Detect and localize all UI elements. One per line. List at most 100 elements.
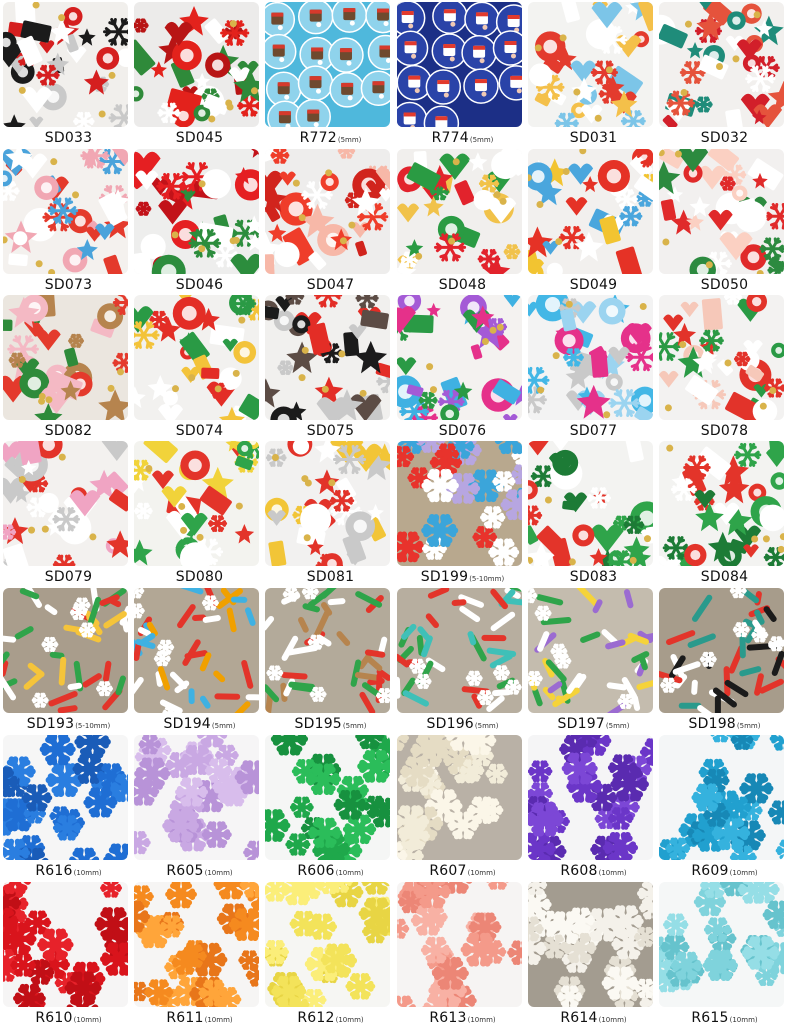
product-card[interactable]: SD050 xyxy=(659,149,790,296)
product-card[interactable]: R610(10mm) xyxy=(3,882,134,1029)
product-label: R607(10mm) xyxy=(397,862,528,880)
product-code: SD082 xyxy=(44,423,93,439)
product-photo xyxy=(134,295,259,420)
product-card[interactable]: SD195(5mm) xyxy=(265,588,396,735)
product-card[interactable]: SD196(5mm) xyxy=(397,588,528,735)
product-card[interactable]: R615(10mm) xyxy=(659,882,790,1029)
product-label: R611(10mm) xyxy=(134,1009,265,1027)
product-code: SD048 xyxy=(438,277,487,293)
product-card[interactable]: R608(10mm) xyxy=(528,735,659,882)
product-size: (5mm) xyxy=(342,722,367,730)
product-photo xyxy=(659,2,784,127)
product-card[interactable]: SD197(5mm) xyxy=(528,588,659,735)
product-code: R612 xyxy=(297,1010,335,1026)
product-label: SD048 xyxy=(397,276,528,294)
product-card[interactable]: SD077 xyxy=(528,295,659,442)
product-card[interactable]: SD073 xyxy=(3,149,134,296)
product-photo xyxy=(134,588,259,713)
product-card[interactable]: R605(10mm) xyxy=(134,735,265,882)
product-label: SD077 xyxy=(528,422,659,440)
product-label: SD033 xyxy=(3,129,134,147)
product-code: SD197 xyxy=(557,716,605,732)
product-card[interactable]: SD076 xyxy=(397,295,528,442)
product-label: SD199(5-10mm) xyxy=(397,568,528,586)
product-card[interactable]: R606(10mm) xyxy=(265,735,396,882)
product-card[interactable]: R611(10mm) xyxy=(134,882,265,1029)
product-label: SD049 xyxy=(528,276,659,294)
product-card[interactable]: SD080 xyxy=(134,441,265,588)
product-label: SD195(5mm) xyxy=(265,715,396,733)
product-card[interactable]: SD199(5-10mm) xyxy=(397,441,528,588)
product-code: SD050 xyxy=(700,277,749,293)
product-card[interactable]: SD032 xyxy=(659,2,790,149)
product-card[interactable]: SD048 xyxy=(397,149,528,296)
product-photo xyxy=(528,149,653,274)
product-label: SD194(5mm) xyxy=(134,715,265,733)
product-card[interactable]: SD198(5mm) xyxy=(659,588,790,735)
product-card[interactable]: SD049 xyxy=(528,149,659,296)
product-card[interactable]: SD194(5mm) xyxy=(134,588,265,735)
product-card[interactable]: SD045 xyxy=(134,2,265,149)
product-size: (10mm) xyxy=(204,869,233,877)
product-code: SD076 xyxy=(438,423,487,439)
product-code: R606 xyxy=(297,863,335,879)
product-card[interactable]: SD047 xyxy=(265,149,396,296)
product-card[interactable]: SD083 xyxy=(528,441,659,588)
product-photo xyxy=(528,441,653,566)
product-card[interactable]: R612(10mm) xyxy=(265,882,396,1029)
product-card[interactable]: SD075 xyxy=(265,295,396,442)
product-label: SD074 xyxy=(134,422,265,440)
product-code: SD046 xyxy=(175,277,224,293)
product-card[interactable]: SD078 xyxy=(659,295,790,442)
product-code: SD080 xyxy=(175,569,224,585)
product-photo xyxy=(265,149,390,274)
product-photo xyxy=(265,441,390,566)
product-label: SD196(5mm) xyxy=(397,715,528,733)
product-label: SD080 xyxy=(134,568,265,586)
product-card[interactable]: R616(10mm) xyxy=(3,735,134,882)
product-photo xyxy=(265,295,390,420)
product-card[interactable]: SD193(5-10mm) xyxy=(3,588,134,735)
product-card[interactable]: R613(10mm) xyxy=(397,882,528,1029)
product-photo xyxy=(397,2,522,127)
product-photo xyxy=(659,588,784,713)
product-photo xyxy=(134,149,259,274)
product-card[interactable]: R772(5mm) xyxy=(265,2,396,149)
product-photo xyxy=(265,588,390,713)
product-label: R774(5mm) xyxy=(397,129,528,147)
product-card[interactable]: SD046 xyxy=(134,149,265,296)
product-label: SD083 xyxy=(528,568,659,586)
product-photo xyxy=(265,735,390,860)
product-photo xyxy=(3,588,128,713)
product-code: SD073 xyxy=(44,277,93,293)
product-photo xyxy=(3,735,128,860)
product-code: SD074 xyxy=(175,423,224,439)
product-card[interactable]: SD082 xyxy=(3,295,134,442)
product-code: SD049 xyxy=(569,277,618,293)
product-card[interactable]: SD074 xyxy=(134,295,265,442)
product-card[interactable]: R614(10mm) xyxy=(528,882,659,1029)
product-code: SD193 xyxy=(26,716,75,732)
product-card[interactable]: R607(10mm) xyxy=(397,735,528,882)
product-photo xyxy=(528,735,653,860)
product-code: R609 xyxy=(691,863,729,879)
product-photo xyxy=(134,2,259,127)
product-label: SD045 xyxy=(134,129,265,147)
product-card[interactable]: R774(5mm) xyxy=(397,2,528,149)
product-card[interactable]: SD031 xyxy=(528,2,659,149)
product-code: SD083 xyxy=(569,569,618,585)
product-size: (5mm) xyxy=(474,722,499,730)
product-card[interactable]: SD081 xyxy=(265,441,396,588)
product-card[interactable]: SD084 xyxy=(659,441,790,588)
product-code: R616 xyxy=(35,863,73,879)
product-label: SD031 xyxy=(528,129,659,147)
product-code: SD084 xyxy=(700,569,749,585)
product-size: (5mm) xyxy=(605,722,630,730)
product-card[interactable]: SD033 xyxy=(3,2,134,149)
product-photo xyxy=(659,441,784,566)
product-label: SD075 xyxy=(265,422,396,440)
product-label: R605(10mm) xyxy=(134,862,265,880)
product-card[interactable]: R609(10mm) xyxy=(659,735,790,882)
product-label: R613(10mm) xyxy=(397,1009,528,1027)
product-card[interactable]: SD079 xyxy=(3,441,134,588)
